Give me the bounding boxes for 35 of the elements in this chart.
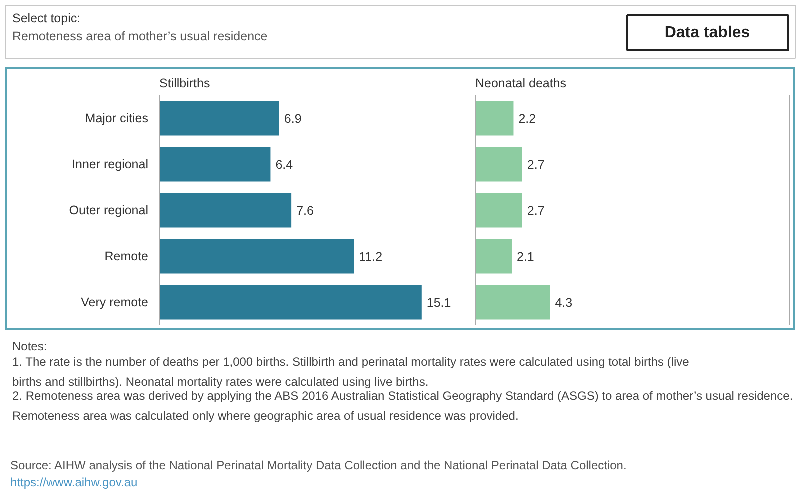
- data-label: 2.2: [518, 112, 536, 126]
- text: Remoteness area of mother’s usual residence: [12, 30, 268, 44]
- bar: [476, 285, 550, 320]
- y-tick-label: Very remote: [81, 296, 149, 310]
- y-tick-label: Major cities: [85, 112, 149, 126]
- bar: [160, 239, 354, 274]
- data-label: 2.7: [527, 204, 545, 218]
- text: Select topic:: [12, 12, 81, 26]
- data-label: 11.2: [359, 250, 383, 264]
- chart-title: Stillbirths: [160, 76, 210, 90]
- bar: [160, 147, 271, 182]
- bar: [160, 193, 292, 228]
- data-label: 6.9: [284, 112, 302, 126]
- data-label: 6.4: [276, 158, 294, 172]
- bar: [476, 239, 512, 274]
- bar: [476, 101, 514, 136]
- data-label: 7.6: [296, 204, 314, 218]
- text: Data tables: [664, 24, 750, 42]
- text: Notes:: [12, 340, 48, 354]
- bar: [476, 147, 522, 182]
- data-label: 15.1: [426, 296, 452, 310]
- chart-title: Neonatal deaths: [476, 76, 567, 90]
- bar: [160, 285, 422, 320]
- data-label: 2.7: [527, 158, 545, 172]
- bar: [476, 193, 522, 228]
- y-tick-label: Outer regional: [69, 204, 149, 218]
- text: 1. The rate is the number of deaths per 1,000 births. Stillbirth and perinatal mortality rates were calculated using total births (live births and stillbirths). Neonatal mortality rates were calculated using live births.: [12, 355, 690, 389]
- data-label: 4.3: [555, 296, 573, 310]
- data-label: 2.1: [516, 250, 534, 264]
- y-tick-label: Inner regional: [72, 158, 149, 172]
- text: 2. Remoteness area was derived by applying the ABS 2016 Australian Statistical Geography Standard (ASGS) to area of mother’s usual residence. Remoteness area was calculated only where geographic area of usual residence was provided.: [12, 389, 794, 423]
- text: https://www.aihw.gov.au: [10, 476, 138, 490]
- bar: [160, 101, 280, 136]
- y-tick-label: Remote: [104, 250, 149, 264]
- source-note: Source: AIHW analysis of the National Perinatal Mortality Data Collection and the National Perinatal Data Collection.: [10, 458, 627, 472]
